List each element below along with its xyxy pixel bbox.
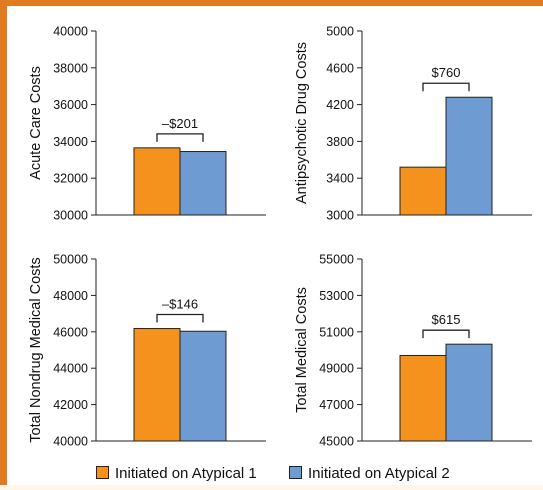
difference-bracket-panel3: [156, 313, 204, 323]
y-tick-label-panel1: 32000: [53, 172, 88, 186]
y-tick-label-panel3: 42000: [53, 398, 88, 412]
y-tick-label-panel4: 49000: [319, 362, 354, 376]
y-tick-label-panel1: 38000: [53, 61, 88, 75]
bar-panel4-series2: [445, 343, 493, 442]
legend-item-atypical-2: Initiated on Atypical 2: [289, 466, 450, 482]
y-axis-title-panel3: Total Nondrug Medical Costs: [28, 257, 44, 442]
y-tick-label-panel3: 44000: [53, 362, 88, 376]
y-tick-label-panel1: 40000: [53, 25, 88, 39]
y-tick-label-panel4: 47000: [319, 398, 354, 412]
y-tick-label-panel4: 45000: [319, 435, 354, 449]
y-axis-title-panel4: Total Medical Costs: [294, 287, 310, 413]
legend-label-atypical-1: Initiated on Atypical 1: [115, 465, 257, 482]
y-tick-label-panel3: 48000: [53, 289, 88, 303]
legend-swatch-atypical-1: [96, 466, 109, 479]
difference-label-panel4: $615: [432, 312, 461, 327]
y-tick-label-panel1: 34000: [53, 135, 88, 149]
y-tick-label-panel1: 36000: [53, 98, 88, 112]
bar-panel1-series1: [133, 147, 181, 216]
y-tick-label-panel3: 50000: [53, 253, 88, 267]
difference-bracket-panel1: [156, 133, 204, 142]
y-tick-label-panel2: 4200: [326, 98, 354, 112]
y-tick-label-panel3: 40000: [53, 435, 88, 449]
y-tick-label-panel3: 46000: [53, 325, 88, 339]
legend-item-atypical-1: Initiated on Atypical 1: [96, 466, 257, 482]
bar-panel1-series2: [179, 151, 227, 216]
bar-panel2-series1: [399, 166, 447, 216]
legend-swatch-atypical-2: [289, 466, 302, 479]
difference-label-panel1: –$201: [162, 116, 198, 131]
y-tick-label-panel4: 51000: [319, 325, 354, 339]
legend: Initiated on Atypical 1 Initiated on Aty…: [0, 464, 543, 484]
difference-bracket-panel2: [422, 82, 470, 92]
y-tick-label-panel2: 3400: [326, 172, 354, 186]
difference-label-panel3: –$146: [162, 297, 198, 312]
bar-panel3-series2: [179, 330, 227, 442]
y-axis-title-panel2: Antipsychotic Drug Costs: [294, 42, 310, 204]
difference-bracket-panel4: [422, 329, 470, 339]
y-tick-label-panel4: 53000: [319, 289, 354, 303]
y-tick-label-panel1: 30000: [53, 209, 88, 223]
y-tick-label-panel2: 3000: [326, 209, 354, 223]
y-tick-label-panel2: 4600: [326, 61, 354, 75]
legend-label-atypical-2: Initiated on Atypical 2: [308, 465, 450, 482]
y-axis-title-panel1: Acute Care Costs: [28, 66, 44, 180]
y-tick-label-panel4: 55000: [319, 253, 354, 267]
bar-panel2-series2: [445, 96, 493, 216]
y-tick-label-panel2: 5000: [326, 25, 354, 39]
difference-label-panel2: $760: [432, 65, 461, 80]
bar-panel4-series1: [399, 354, 447, 442]
bar-panel3-series1: [133, 328, 181, 442]
y-tick-label-panel2: 3800: [326, 135, 354, 149]
